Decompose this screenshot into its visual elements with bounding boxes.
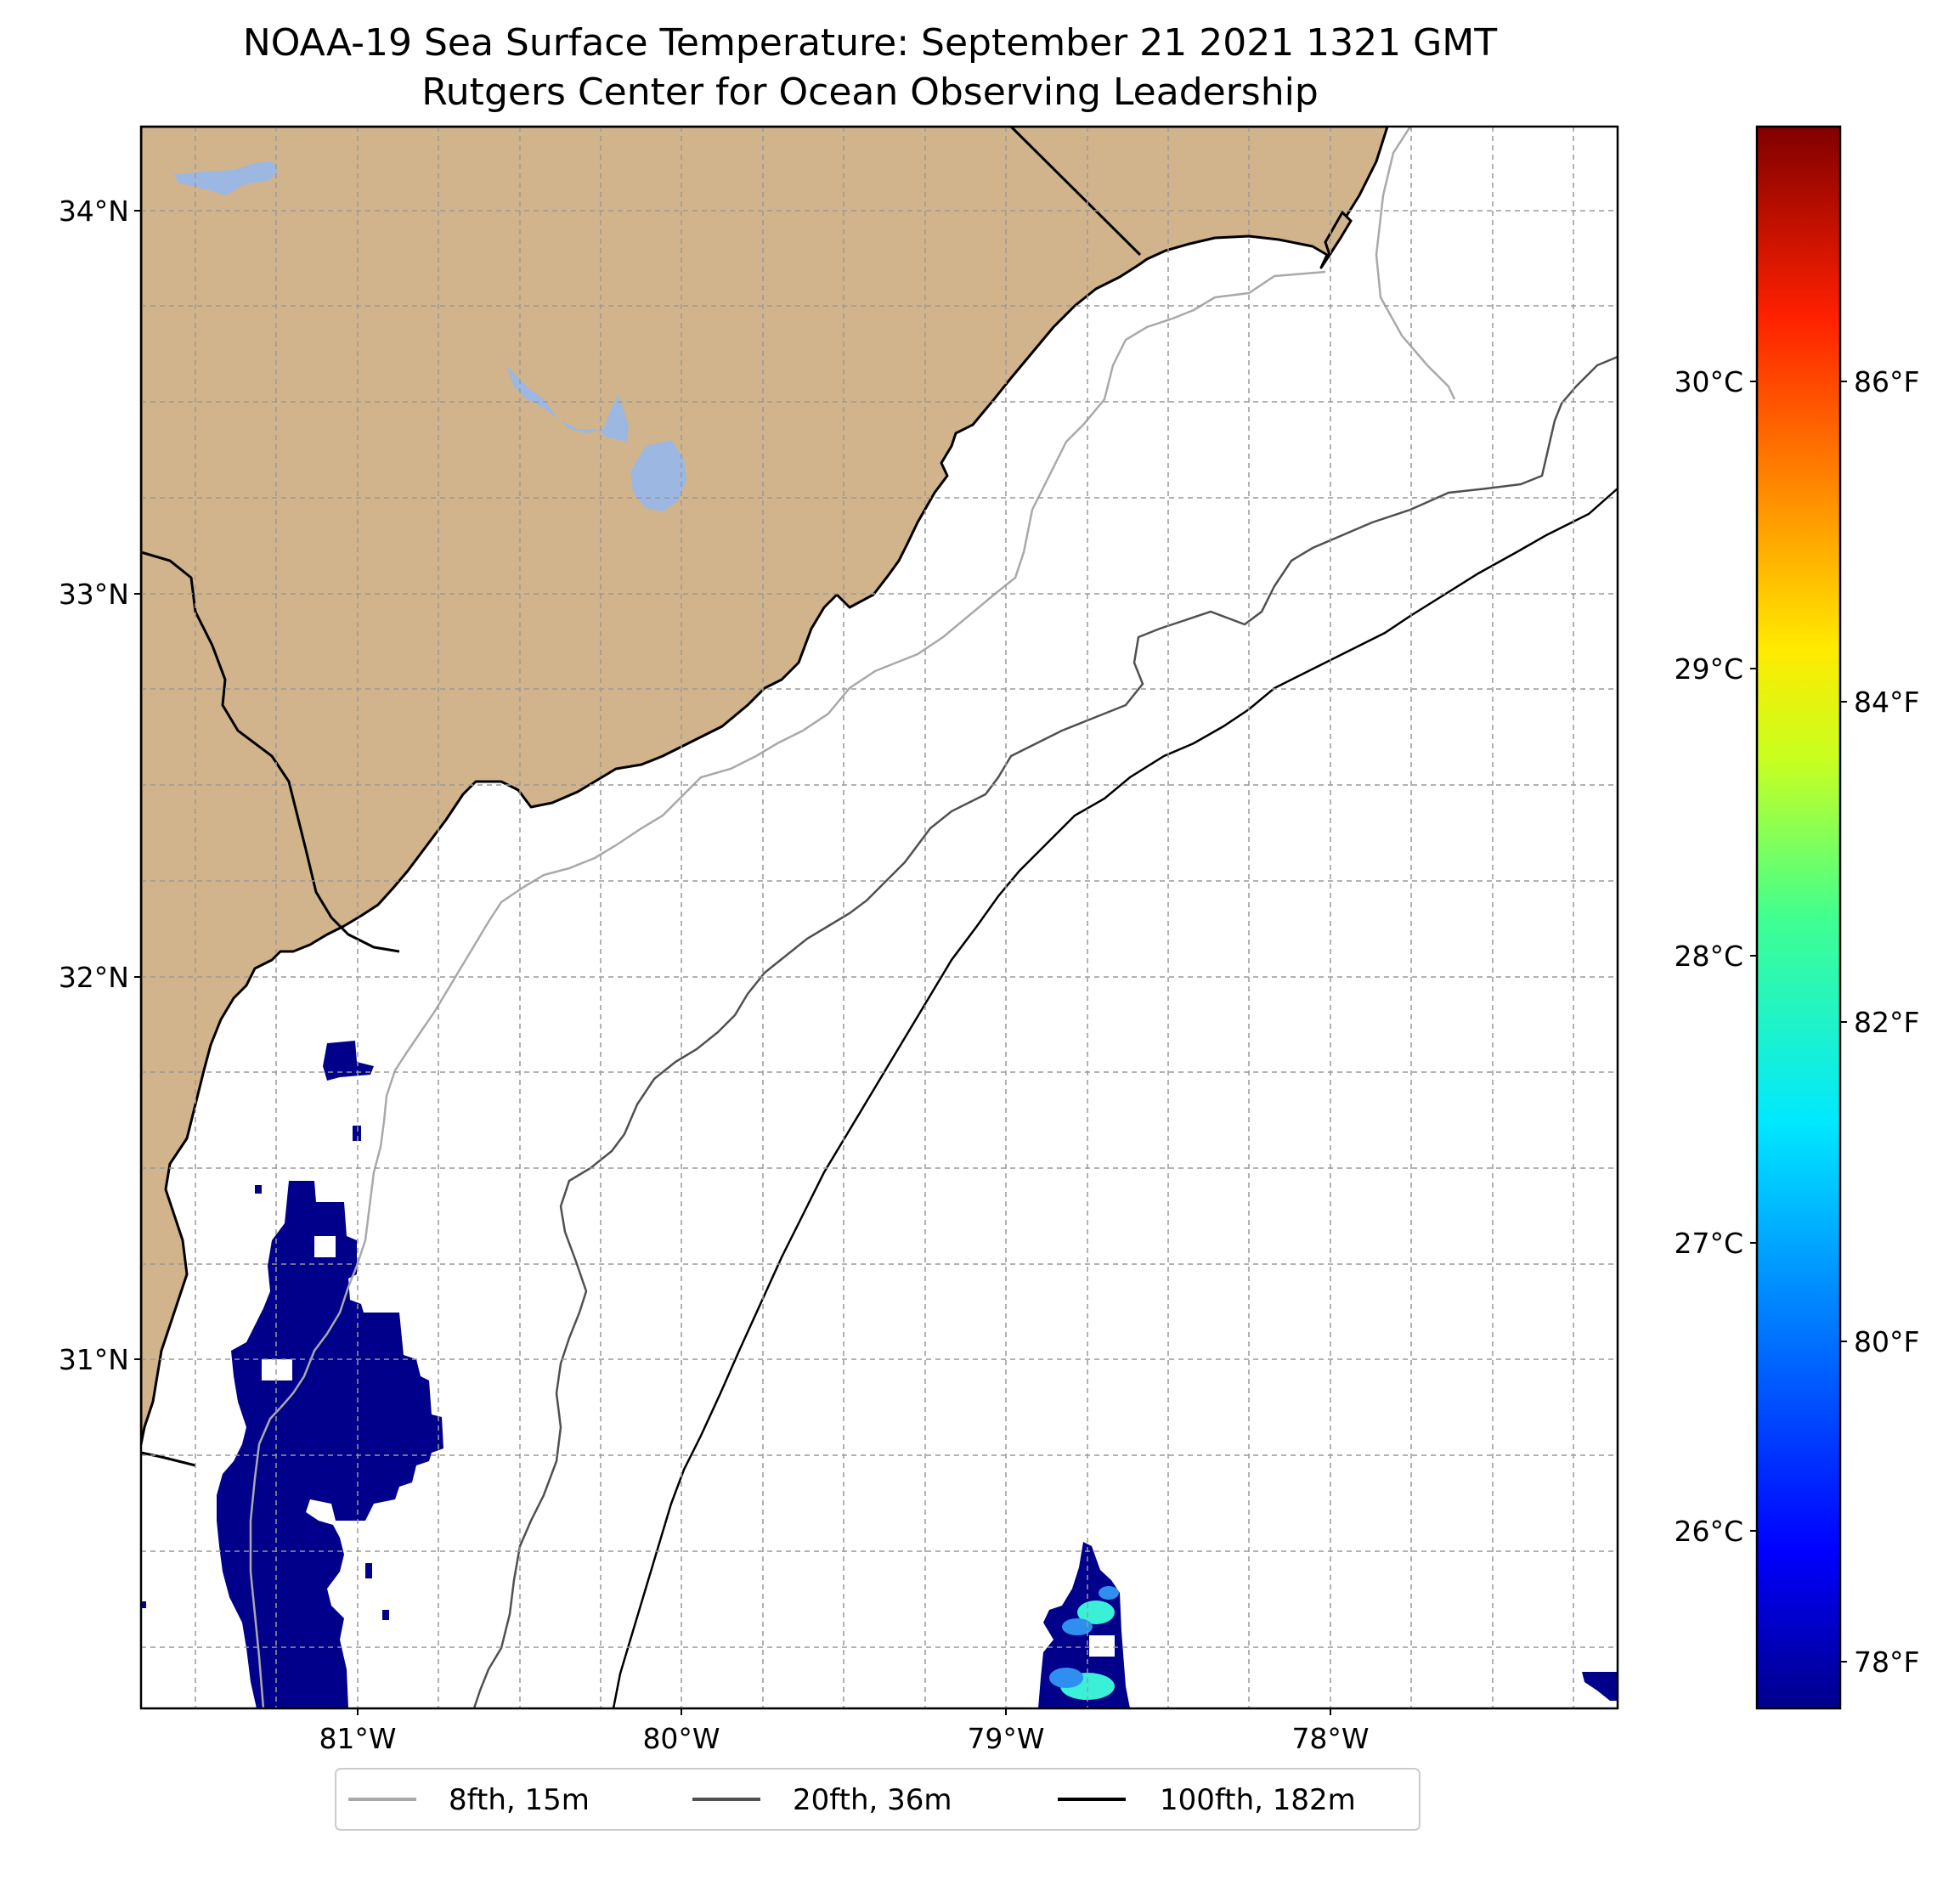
- colorbar-celsius-label: 28°C: [1674, 940, 1743, 973]
- legend-label-20fth: 20fth, 36m: [793, 1783, 952, 1817]
- colorbar-fahrenheit-label: 86°F: [1854, 365, 1919, 398]
- state-border: [1009, 127, 1142, 257]
- lat-tick-label: 32°N: [59, 961, 129, 994]
- lat-tick-label: 34°N: [59, 195, 129, 228]
- sst-patches: [141, 1041, 1618, 1708]
- sst-patch-ga: [217, 1181, 443, 1708]
- sst-patch-dot-5: [141, 1601, 146, 1608]
- lat-axis: 34°N 33°N 32°N 31°N: [59, 195, 141, 1376]
- lake-marion: [506, 365, 629, 442]
- cloud-gap-1: [262, 1359, 292, 1380]
- colorbar-celsius-label: 30°C: [1674, 365, 1743, 398]
- colorbar-celsius-label: 29°C: [1674, 652, 1743, 686]
- legend-label-100fth: 100fth, 182m: [1160, 1783, 1356, 1817]
- land: [141, 127, 1389, 1446]
- title-line-1: NOAA-19 Sea Surface Temperature: Septemb…: [243, 21, 1497, 65]
- sst-warm-spot-4: [1049, 1668, 1083, 1688]
- lon-tick-label: 80°W: [642, 1722, 720, 1755]
- colorbar-gradient: [1755, 125, 1842, 1710]
- contour-8fth: [249, 127, 1456, 1708]
- cloud-gap-2: [314, 1236, 336, 1257]
- sst-patch-dot-1: [353, 1126, 361, 1141]
- sst-patch-corner: [1582, 1672, 1618, 1701]
- colorbar-fahrenheit-label: 82°F: [1854, 1006, 1919, 1039]
- title-line-2: Rutgers Center for Ocean Observing Leade…: [421, 71, 1319, 114]
- river-border: [141, 550, 400, 953]
- sst-patch-dot-4: [382, 1610, 389, 1620]
- gridlines: [141, 127, 1618, 1708]
- contour-20fth: [472, 355, 1618, 1708]
- map-area: [141, 127, 1618, 1708]
- sst-warm-spot-5: [1099, 1586, 1119, 1600]
- colorbar: 30°C 29°C 28°C 27°C 26°C 86°F 84°F 82°F …: [1674, 125, 1919, 1710]
- legend-label-8fth: 8fth, 15m: [449, 1783, 590, 1817]
- cloud-gap-3: [1089, 1635, 1115, 1657]
- land-cape-fear: [1324, 210, 1353, 258]
- lat-tick-label: 31°N: [59, 1343, 129, 1376]
- legend-box: [335, 1768, 1421, 1831]
- lon-axis: 81°W 80°W 79°W 78°W: [319, 1708, 1370, 1755]
- lake-moultrie: [630, 440, 686, 511]
- sst-warm-spot-1: [1077, 1601, 1115, 1624]
- contour-100fth: [612, 488, 1618, 1708]
- colorbar-celsius-label: 26°C: [1674, 1515, 1743, 1548]
- sst-patch-dot-2: [255, 1185, 262, 1194]
- map-frame: [139, 125, 1619, 1710]
- colorbar-fahrenheit-label: 84°F: [1854, 686, 1919, 719]
- lat-tick-label: 33°N: [59, 578, 129, 611]
- colorbar-celsius-label: 27°C: [1674, 1227, 1743, 1260]
- lon-tick-label: 78°W: [1291, 1722, 1369, 1755]
- lon-tick-label: 79°W: [967, 1722, 1044, 1755]
- lake-north: [174, 161, 279, 195]
- legend: 8fth, 15m 20fth, 36m 100fth, 182m: [335, 1768, 1421, 1831]
- colorbar-fahrenheit-label: 78°F: [1854, 1646, 1919, 1679]
- sst-patch-gi: [323, 1041, 374, 1081]
- colorbar-fahrenheit-label: 80°F: [1854, 1325, 1919, 1358]
- sst-warm-spot-2: [1062, 1618, 1093, 1635]
- lon-tick-label: 81°W: [319, 1722, 396, 1755]
- sst-patch-dot-3: [365, 1563, 372, 1578]
